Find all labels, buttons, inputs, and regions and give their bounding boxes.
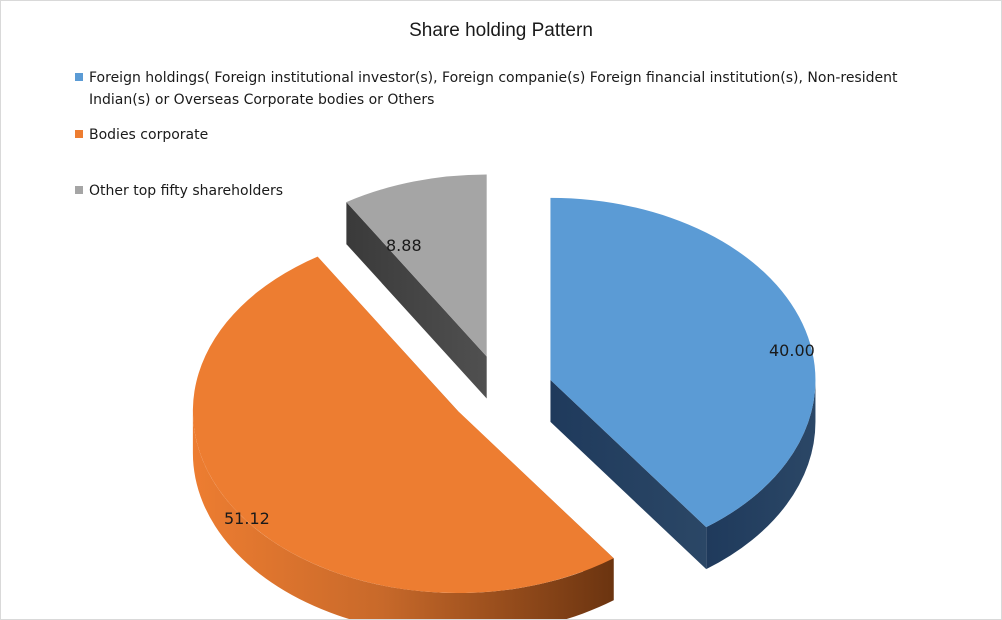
pie-slice-side-bodies-corporate (192, 411, 614, 619)
data-label-other-top-fifty: 8.88 (386, 236, 422, 255)
data-label-bodies-corporate: 51.12 (224, 509, 270, 528)
legend-item-other-top-fifty: Other top fifty shareholders (75, 180, 955, 202)
legend-swatch-other-top-fifty (75, 186, 83, 194)
legend-label-bodies-corporate: Bodies corporate (89, 127, 209, 143)
pie-slice-top-foreign-holdings (550, 197, 816, 528)
data-label-foreign-holdings: 40.00 (769, 341, 815, 360)
legend-label-foreign-holdings: Foreign holdings( Foreign institutional … (89, 70, 898, 108)
legend-swatch-bodies-corporate (75, 130, 83, 138)
pie-slices (192, 174, 816, 619)
pie-slice-foreign-holdings (550, 197, 816, 570)
pie-slice-other-top-fifty (346, 174, 487, 399)
chart-title: Share holding Pattern (409, 20, 593, 41)
legend-item-foreign-holdings: Foreign holdings( Foreign institutional … (75, 67, 955, 111)
pie-slice-inner-wall-other-top-fifty (346, 202, 487, 399)
pie-slice-inner-wall-foreign-holdings (550, 379, 707, 570)
pie-slice-top-bodies-corporate (192, 256, 614, 594)
legend-label-other-top-fifty: Other top fifty shareholders (89, 183, 284, 199)
pie-slice-top-other-top-fifty (346, 174, 487, 357)
pie-slice-side-foreign-holdings (706, 379, 816, 570)
pie-slice-bodies-corporate (192, 256, 614, 619)
legend-item-bodies-corporate: Bodies corporate (75, 124, 955, 146)
legend-swatch-foreign-holdings (75, 73, 83, 81)
